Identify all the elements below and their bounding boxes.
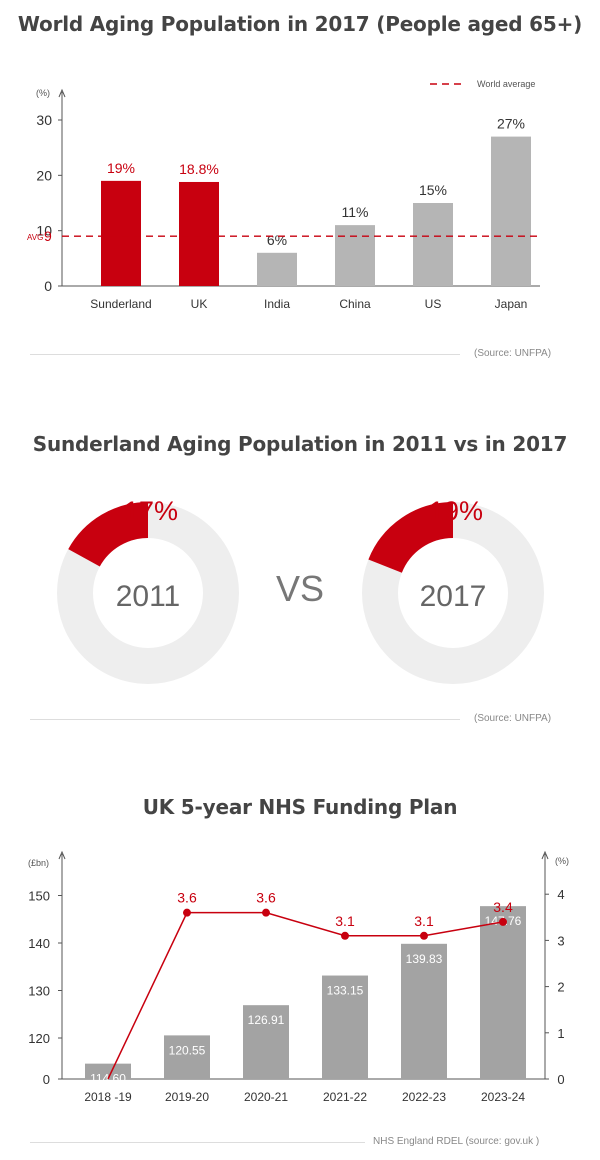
chart2-percent-label: 19%	[429, 496, 483, 526]
chart2-title: Sunderland Aging Population in 2011 vs i…	[32, 432, 568, 456]
chart3-right-tick-label: 1	[557, 1026, 564, 1041]
chart1-category-label: UK	[191, 297, 208, 311]
chart3-category-label: 2022-23	[402, 1090, 446, 1104]
chart1-y-tick-label: 10	[36, 223, 52, 239]
chart3-category-label: 2023-24	[481, 1090, 525, 1104]
chart3-right-tick-label: 0	[557, 1072, 564, 1087]
chart3-left-tick-label: 150	[28, 889, 50, 904]
chart1-data-label: 19%	[107, 160, 135, 176]
chart3-left-unit: (£bn)	[28, 858, 49, 868]
chart3-category-label: 2018 -19	[84, 1090, 132, 1104]
chart1-category-label: US	[425, 297, 442, 311]
chart2-year-label: 2017	[420, 580, 487, 613]
chart1-category-label: India	[264, 297, 290, 311]
chart1-title: World Aging Population in 2017 (People a…	[17, 12, 583, 36]
chart3-bar-5	[480, 906, 526, 1079]
chart3-bar-value-label: 133.15	[327, 984, 364, 998]
chart1-bar-india	[257, 252, 297, 286]
chart2-donut-slice-2011	[68, 502, 149, 568]
chart3-growth-point	[262, 908, 270, 917]
chart3-right-unit: (%)	[555, 856, 569, 866]
chart3-growth-label: 3.1	[414, 913, 434, 929]
chart1-y-unit: (%)	[36, 88, 50, 98]
chart3-growth-point	[341, 931, 349, 940]
chart2-donut-slice-2017	[368, 502, 454, 574]
chart1-legend-label: World average	[477, 79, 535, 89]
chart3-growth-label: 3.6	[177, 890, 197, 906]
chart1-data-label: 18.8%	[179, 161, 219, 177]
chart1-bar-japan	[491, 136, 531, 286]
chart3-growth-point	[499, 917, 507, 926]
chart3-bar-2	[243, 1005, 289, 1079]
chart1-category-label: Sunderland	[90, 297, 151, 311]
chart3-bar-0	[85, 1063, 131, 1079]
chart1-y-tick-label: 30	[36, 112, 52, 128]
chart3-category-label: 2020-21	[244, 1090, 288, 1104]
chart1-data-label: 15%	[419, 182, 447, 198]
chart2-percent-label: 17%	[124, 496, 178, 526]
chart3-bar-4	[401, 943, 447, 1079]
chart3-left-arrow	[58, 850, 66, 860]
nhs-section: UK 5-year NHS Funding Plan (£bn) (%) 0 120 1…	[0, 780, 600, 1160]
chart3-growth-label: 3.6	[256, 890, 276, 906]
chart3-growth-line	[107, 911, 504, 1080]
sunderland-section: Sunderland Aging Population in 2011 vs i…	[0, 410, 600, 740]
chart1-category-label: Japan	[495, 297, 528, 311]
chart2-divider	[30, 719, 460, 720]
chart3-growth-point	[183, 908, 191, 917]
chart2-source: (Source: UNFPA)	[474, 713, 552, 724]
chart3-left-tick-label: 140	[28, 936, 50, 951]
chart1-category-label: China	[339, 297, 371, 311]
chart3-title: UK 5-year NHS Funding Plan	[142, 795, 458, 819]
chart1-data-label: 6%	[267, 232, 287, 248]
chart3-growth-label: 3.1	[335, 913, 355, 929]
chart3-bar-1	[164, 1035, 210, 1079]
chart1-avg-value: 9	[44, 228, 52, 244]
chart3-bar-value-label: 120.55	[169, 1043, 206, 1057]
chart3-divider	[30, 1142, 365, 1143]
chart1-bar-china	[335, 225, 375, 286]
chart3-category-label: 2021-22	[323, 1090, 367, 1104]
chart3-right-tick-label: 3	[557, 933, 564, 948]
chart1-bar-us	[413, 203, 453, 286]
chart1-y-tick-label: 20	[36, 167, 52, 183]
chart3-bar-3	[322, 975, 368, 1079]
chart3-left-tick-label: 0	[43, 1072, 50, 1087]
chart3-growth-point	[420, 931, 428, 940]
chart1-bar-sunderland	[101, 180, 141, 286]
chart2-vs-label: VS	[276, 568, 324, 609]
chart1-divider	[30, 354, 460, 355]
chart3-source: NHS England RDEL (source: gov.uk )	[373, 1136, 540, 1147]
chart3-left-tick-label: 120	[28, 1031, 50, 1046]
chart1-avg-label: AVG	[27, 233, 43, 242]
chart1-data-label: 11%	[342, 204, 369, 220]
chart1-source: (Source: UNFPA)	[474, 348, 552, 359]
chart3-right-arrow	[541, 850, 549, 860]
chart1-bar-uk	[179, 181, 219, 286]
chart3-left-tick-label: 130	[28, 984, 50, 999]
chart3-growth-label: 3.4	[493, 899, 513, 915]
chart1-y-arrow	[58, 88, 66, 98]
chart1-svg: (%) 0 10 20 30 19% Sunderland 18.8% UK 6% India 11%…	[27, 79, 540, 311]
chart3-category-label: 2019-20	[165, 1090, 209, 1104]
chart3-right-tick-label: 2	[557, 980, 564, 995]
chart3-bar-value-label: 126.91	[248, 1013, 285, 1027]
chart2-year-label: 2011	[116, 580, 181, 613]
chart3-bar-value-label: 139.83	[406, 952, 443, 966]
chart3-right-tick-label: 4	[557, 887, 564, 902]
chart1-data-label: 27%	[497, 116, 525, 132]
chart1-y-tick-label: 0	[44, 278, 52, 294]
world-aging-section: World Aging Population in 2017 (People a…	[0, 0, 600, 380]
chart2-svg: 2011 17% 2017 19% VS	[57, 496, 544, 684]
